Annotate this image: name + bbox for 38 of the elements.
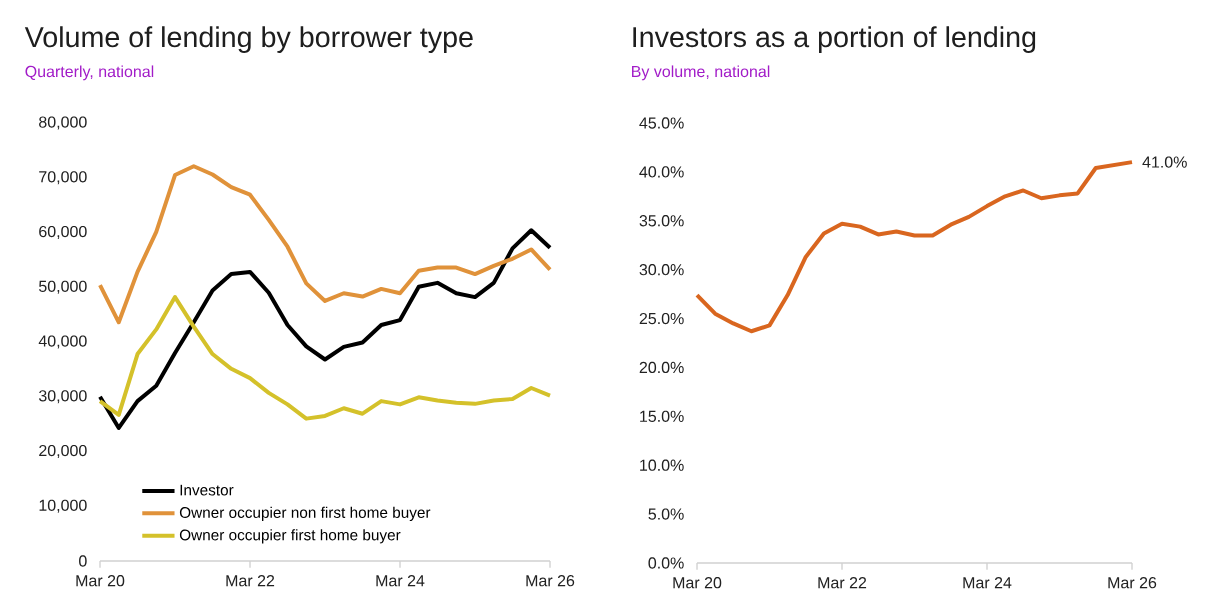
y-tick-label: 60,000 xyxy=(39,225,87,240)
y-tick-label: 45.0% xyxy=(639,117,684,129)
x-tick-label: Mar 26 xyxy=(526,575,575,587)
y-tick-label: 10.0% xyxy=(640,459,684,471)
x-tick-label: Mar 20 xyxy=(76,575,125,587)
y-tick-label: 10,000 xyxy=(39,499,87,513)
y-tick-label: 15.0% xyxy=(640,410,684,422)
line-series xyxy=(98,228,553,430)
y-tick-label: 80,000 xyxy=(39,116,87,130)
annotation: 41.0% xyxy=(1142,156,1187,168)
x-tick-label: Mar 26 xyxy=(1108,577,1157,589)
y-tick-label: 35.0% xyxy=(639,215,684,227)
y-tick-label: 50,000 xyxy=(39,280,87,294)
chart-subtitle: Quarterly, national xyxy=(25,65,154,81)
y-tick-label: 0 xyxy=(79,555,87,567)
y-tick-label: 0.0% xyxy=(648,557,684,569)
line-series xyxy=(98,295,553,421)
chart-title: Volume of lending by borrower type xyxy=(24,26,473,53)
legend-label: Investor xyxy=(180,484,234,496)
chart-subtitle: By volume, national xyxy=(632,65,770,81)
legend-label: Owner occupier first home buyer xyxy=(179,529,401,544)
x-tick-label: Mar 24 xyxy=(376,575,425,587)
x-tick-label: Mar 24 xyxy=(963,577,1012,589)
y-tick-label: 40.0% xyxy=(639,166,684,178)
x-tick-label: Mar 20 xyxy=(673,577,722,589)
y-tick-label: 30.0% xyxy=(639,264,684,276)
y-tick-label: 30,000 xyxy=(38,390,87,404)
legend-label: Owner occupier non first home buyer xyxy=(179,506,431,521)
y-tick-label: 40,000 xyxy=(38,335,87,349)
y-tick-label: 25.0% xyxy=(639,312,684,325)
y-tick-label: 5.0% xyxy=(648,508,684,520)
chart-title: Investors as a portion of lending xyxy=(633,26,1036,53)
x-tick-label: Mar 22 xyxy=(818,577,867,589)
y-tick-label: 70,000 xyxy=(39,171,87,185)
x-tick-label: Mar 22 xyxy=(226,575,275,587)
line-series xyxy=(98,164,553,325)
y-tick-label: 20,000 xyxy=(39,444,87,459)
y-tick-label: 20.0% xyxy=(639,361,684,374)
